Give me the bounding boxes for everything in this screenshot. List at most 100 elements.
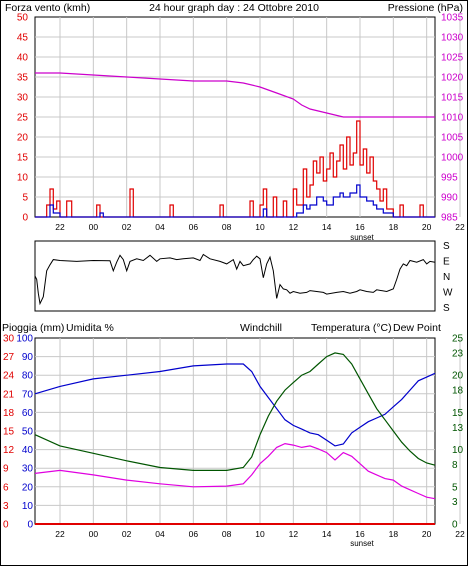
wind-speed-tick-label: 15 [17, 153, 29, 164]
chart-title: 24 hour graph day : 24 Ottobre 2010 [149, 2, 319, 14]
wind-direction-tick-label: E [443, 257, 450, 268]
hour-tick-label: 22 [55, 222, 65, 232]
humidity-tick-label: 10 [22, 501, 34, 512]
windchill-label: Windchill [240, 322, 282, 334]
temperature-tick-label: 20 [452, 371, 464, 382]
humidity-tick-label: 100 [16, 334, 33, 345]
hour-tick-label: 22 [455, 222, 465, 232]
hour-tick-label: 16 [355, 222, 365, 232]
humidity-tick-label: 0 [27, 520, 33, 531]
wind-speed-tick-label: 30 [17, 93, 29, 104]
wind-direction-tick-label: S [443, 241, 450, 252]
hour-tick-label: 22 [55, 529, 65, 539]
hour-tick-label: 20 [422, 529, 432, 539]
hour-tick-label: 04 [155, 529, 165, 539]
humidity-tick-label: 20 [22, 482, 34, 493]
wind-direction-series [34, 253, 436, 306]
wind-speed-tick-label: 45 [17, 33, 29, 44]
rain-tick-label: 15 [3, 427, 15, 438]
temperature-tick-label: 18 [452, 386, 464, 397]
rain-tick-label: 3 [3, 501, 9, 512]
hour-tick-label: 08 [222, 222, 232, 232]
rain-tick-label: 18 [3, 408, 15, 419]
hour-tick-label: 04 [155, 222, 165, 232]
hour-tick-label: 12 [289, 529, 299, 539]
humidity-tick-label: 70 [22, 389, 34, 400]
pressure-tick-label: 1035 [441, 13, 464, 24]
hour-tick-label: 14 [322, 222, 332, 232]
hour-tick-label: 16 [355, 529, 365, 539]
rain-tick-label: 12 [3, 445, 15, 456]
humidity-tick-label: 80 [22, 371, 34, 382]
pressure-tick-label: 995 [441, 173, 458, 184]
humidity-line [34, 363, 436, 447]
pressure-tick-label: 985 [441, 213, 458, 224]
wind-speed-tick-label: 35 [17, 73, 29, 84]
temperature-line [34, 352, 436, 471]
pressure-tick-label: 1015 [441, 93, 464, 104]
wind-direction-plot-area [34, 240, 436, 312]
temperature-tick-label: 3 [452, 497, 458, 508]
pressure-tick-label: 1025 [441, 53, 464, 64]
rain-axis: 0 3 6 9 12 15 18 21 24 27 30 [3, 334, 15, 531]
temperature-tick-label: 8 [452, 460, 458, 471]
pressure-axis-title: Pressione (hPa) [388, 2, 463, 14]
hour-tick-label: 10 [255, 529, 265, 539]
temperature-humidity-grid [35, 338, 461, 524]
hour-tick-label: 18 [389, 529, 399, 539]
hour-tick-label: 10 [255, 222, 265, 232]
temperature-tick-label: 25 [452, 334, 464, 345]
rain-tick-label: 30 [3, 334, 15, 345]
dew-point-line [34, 442, 436, 500]
humidity-tick-label: 90 [22, 352, 34, 363]
temperature-tick-label: 15 [452, 408, 464, 419]
wind-direction-tick-label: W [443, 288, 453, 299]
wind-speed-axis: 0 5 10 15 20 25 30 35 40 45 50 [17, 13, 29, 224]
temperature-axis: 0 3 5 8 10 13 15 18 20 23 25 [452, 334, 464, 531]
rain-tick-label: 21 [3, 389, 15, 400]
hour-tick-label: 06 [189, 529, 199, 539]
wind-speed-tick-label: 40 [17, 53, 29, 64]
pressure-line [35, 72, 435, 118]
temperature-tick-label: 13 [452, 423, 464, 434]
sunset-label-top: sunset [350, 233, 374, 242]
temperature-axis-title: Temperatura (°C) [311, 322, 392, 334]
wind-speed-tick-label: 5 [22, 193, 28, 204]
temperature-tick-label: 10 [452, 445, 464, 456]
rain-tick-label: 27 [3, 352, 15, 363]
wind-speed-tick-label: 25 [17, 113, 29, 124]
pressure-tick-label: 990 [441, 193, 458, 204]
hour-tick-label: 14 [322, 529, 332, 539]
pressure-axis: 985 990 995 1000 1005 1010 1015 1020 1025 1030 103… [441, 13, 464, 224]
wind-direction-tick-label: N [443, 272, 450, 283]
hour-tick-label: 20 [422, 222, 432, 232]
wind-speed-line [35, 184, 435, 218]
rain-axis-title: Pioggia (mm) [2, 322, 64, 334]
wind-speed-tick-label: 0 [22, 213, 28, 224]
humidity-axis-title: Umidita % [66, 322, 114, 334]
humidity-tick-label: 50 [22, 427, 34, 438]
rain-tick-label: 24 [3, 371, 15, 382]
hour-tick-label: 18 [389, 222, 399, 232]
rain-tick-label: 0 [3, 520, 9, 531]
wind-direction-line [34, 253, 436, 306]
humidity-tick-label: 60 [22, 408, 34, 419]
wind-axis-title: Forza vento (kmh) [5, 2, 90, 14]
temperature-tick-label: 0 [452, 520, 458, 531]
hour-tick-label: 08 [222, 529, 232, 539]
hour-tick-label: 12 [289, 222, 299, 232]
pressure-tick-label: 1030 [441, 33, 464, 44]
humidity-tick-label: 40 [22, 445, 34, 456]
wind-speed-tick-label: 10 [17, 173, 29, 184]
wind-direction-tick-label: S [443, 303, 450, 314]
wind-speed-tick-label: 20 [17, 133, 29, 144]
hour-tick-label: 00 [89, 529, 99, 539]
wind-pressure-series [35, 72, 435, 218]
humidity-axis: 0 10 20 30 40 50 60 70 80 90 100 [16, 334, 33, 531]
temperature-humidity-series [34, 352, 436, 525]
humidity-tick-label: 30 [22, 464, 34, 475]
temperature-tick-label: 23 [452, 348, 464, 359]
